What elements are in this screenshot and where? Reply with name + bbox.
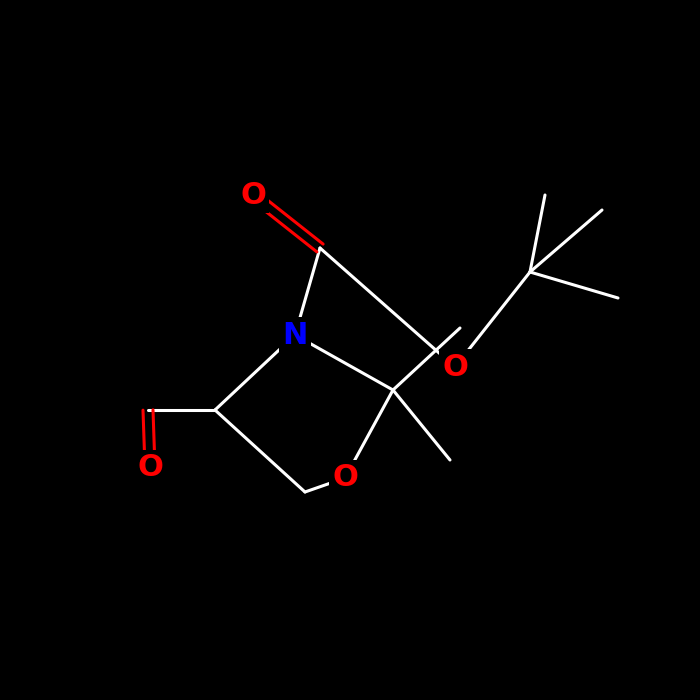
- Text: O: O: [442, 353, 468, 382]
- Text: O: O: [240, 181, 266, 209]
- Text: O: O: [137, 454, 163, 482]
- Text: N: N: [282, 321, 308, 349]
- Text: O: O: [332, 463, 358, 493]
